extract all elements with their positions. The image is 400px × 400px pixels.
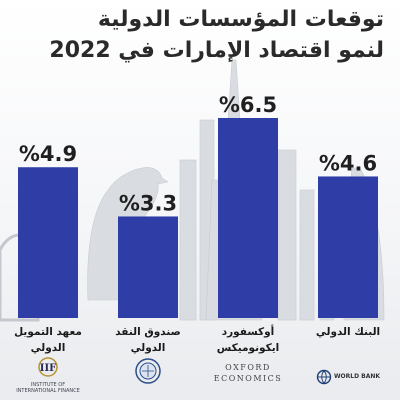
bar-value-label-3: %6.5 [219, 93, 277, 117]
skyscraper [179, 159, 197, 321]
imf-seal-icon [106, 356, 190, 400]
bar-value-label-4: %4.6 [319, 151, 377, 175]
skyscraper [299, 189, 315, 321]
bar-2 [118, 216, 178, 318]
iif-logo-icon: IIF INSTITUTE OF INTERNATIONAL FINANCE [6, 356, 90, 400]
institution-label-2: صندوق النقد الدولي [115, 326, 181, 354]
bar-1 [18, 167, 78, 318]
svg-text:IIF: IIF [40, 363, 56, 374]
oxford-economics-logo-icon: OXFORD ECONOMICS [213, 363, 283, 383]
institution-label-3: أوكسفورد ايكونوميكس [216, 326, 280, 354]
institution-label-1: معهد التمويل الدولي [14, 326, 82, 354]
title-line-2: لنمو اقتصاد الإمارات في 2022 [49, 38, 384, 63]
bar-4 [318, 176, 378, 318]
chart-title: توقعات المؤسسات الدولية لنمو اقتصاد الإم… [4, 4, 384, 66]
bar-value-label-1: %4.9 [19, 142, 77, 166]
bar-value-label-2: %3.3 [119, 191, 177, 215]
bar-3 [218, 118, 278, 318]
world-bank-globe-icon: WORLD BANK [306, 356, 390, 400]
institution-label-4: البنك الدولي [315, 326, 381, 338]
title-line-1: توقعات المؤسسات الدولية [97, 7, 384, 32]
